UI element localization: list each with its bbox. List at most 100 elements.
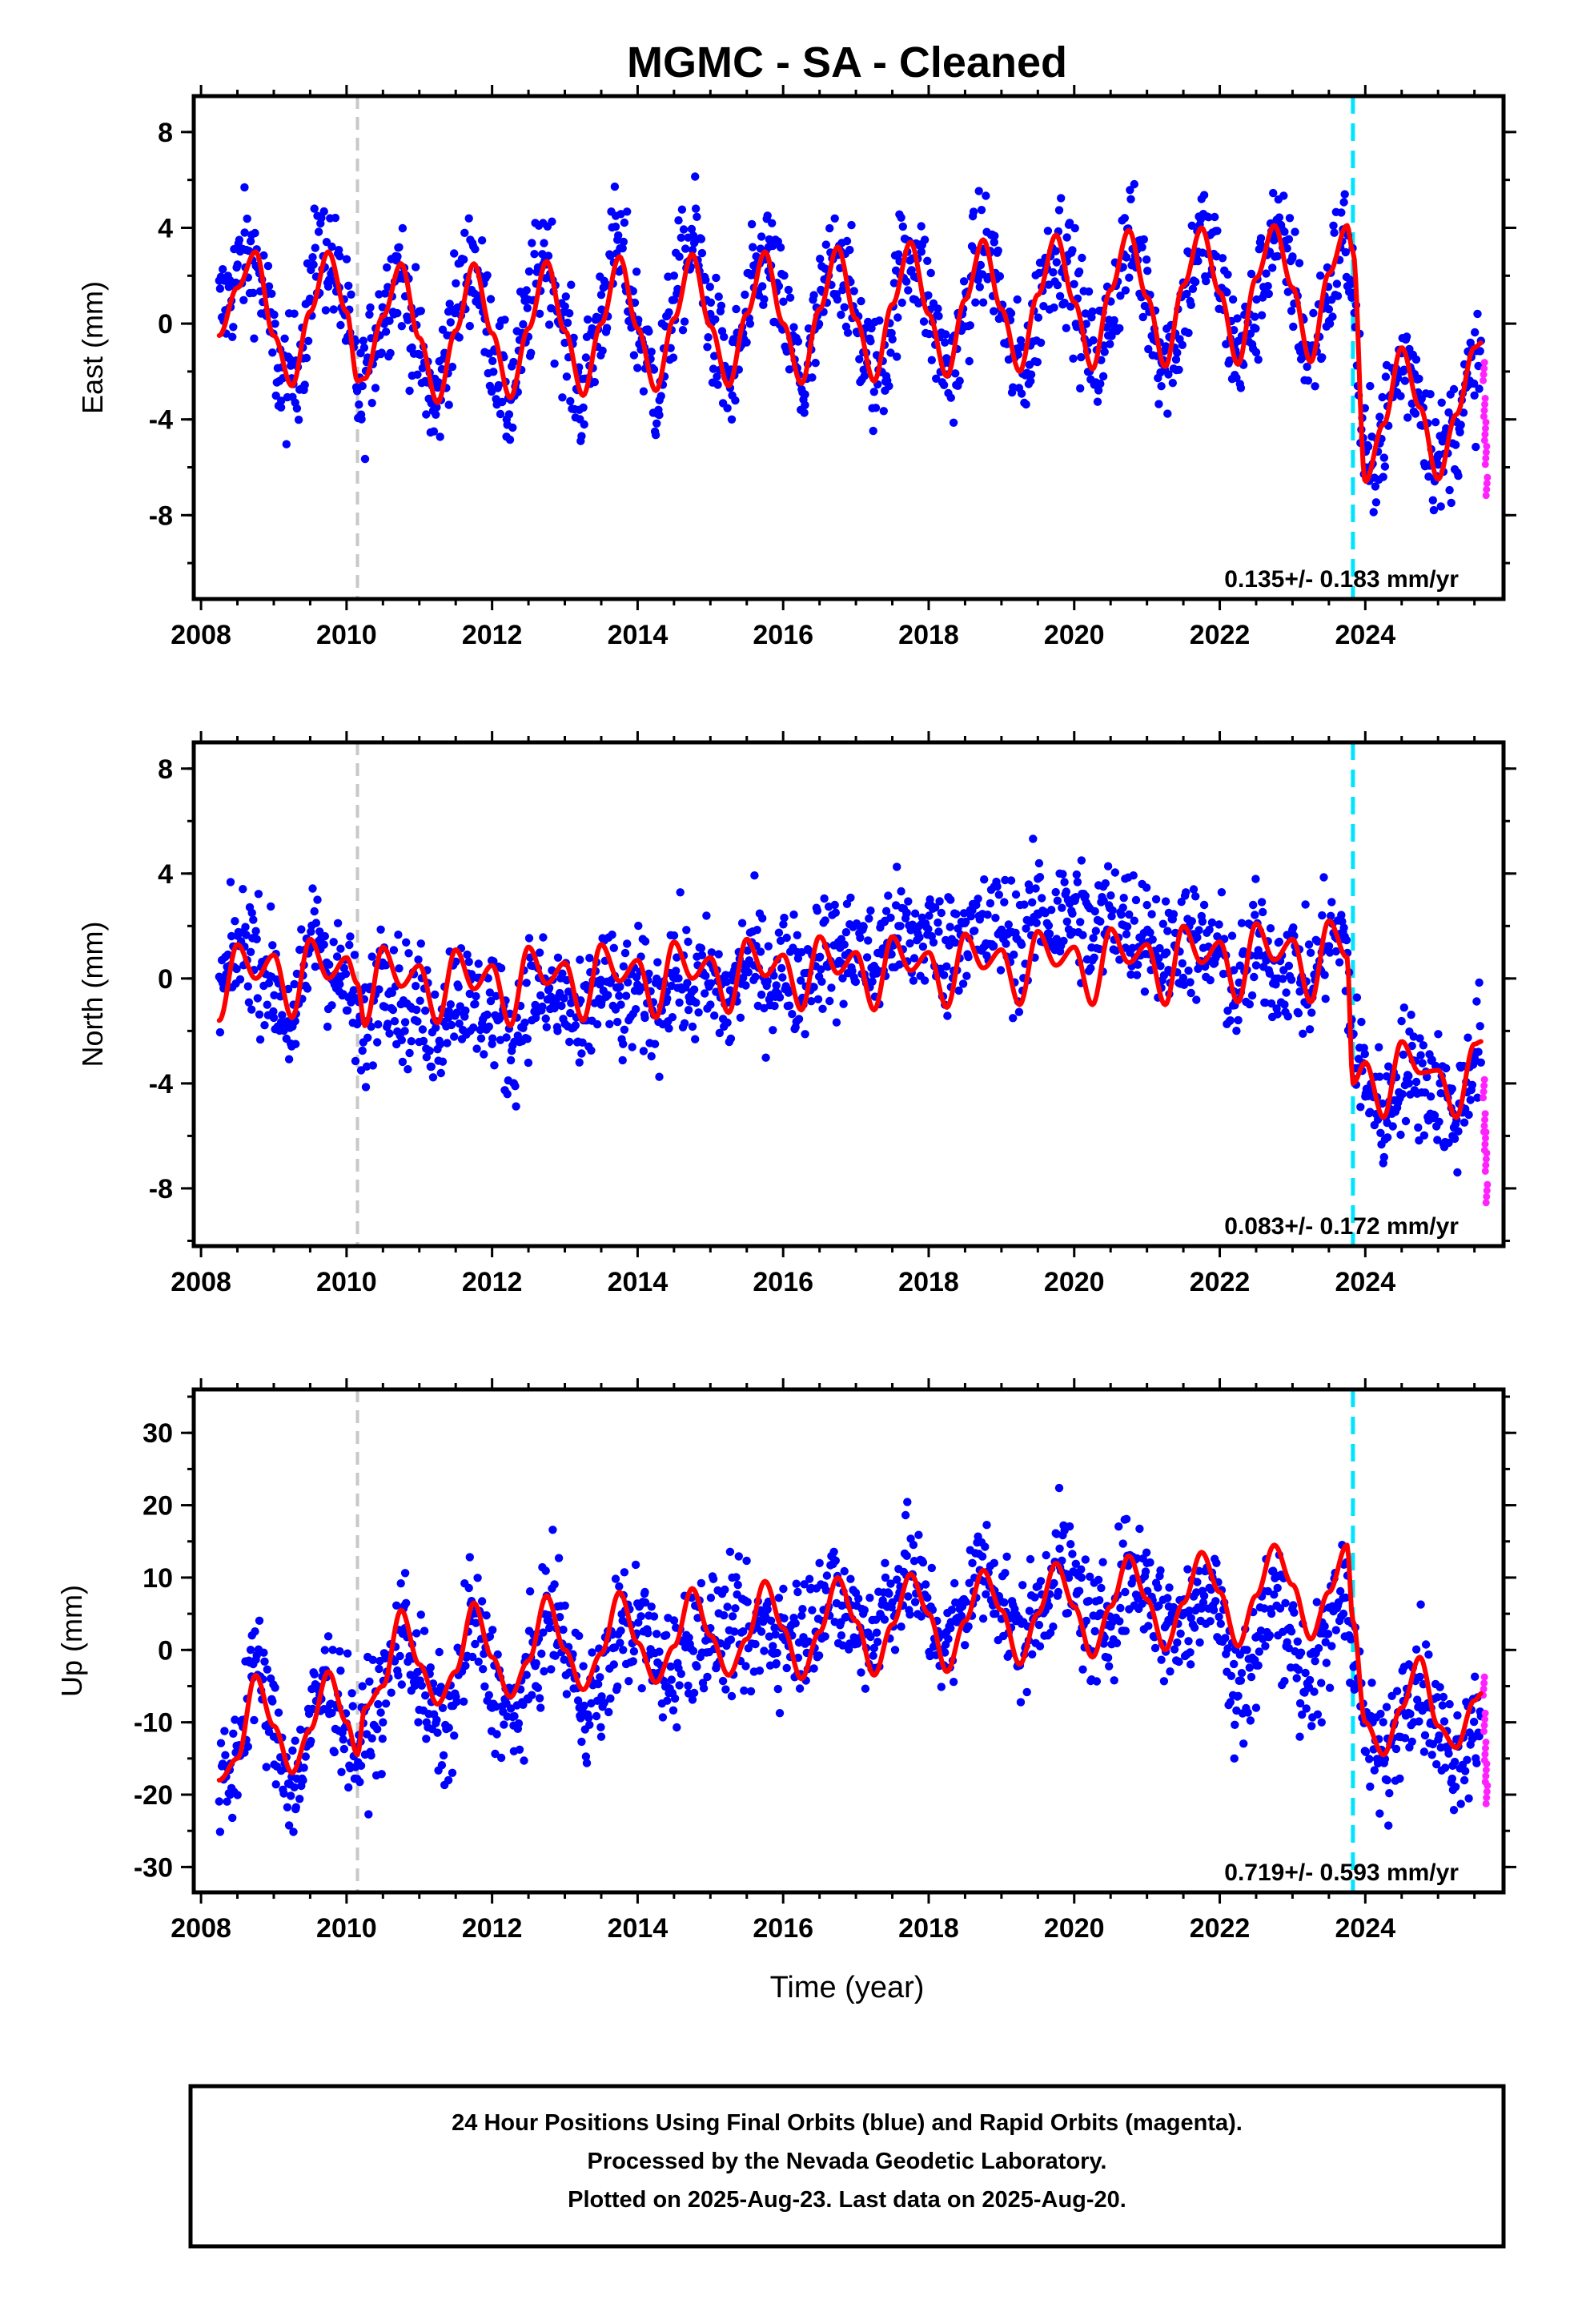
north-final-point bbox=[1129, 871, 1138, 880]
north-final-point bbox=[1103, 862, 1113, 870]
east-final-point bbox=[385, 316, 394, 325]
east-final-point bbox=[1223, 270, 1232, 279]
north-final-point bbox=[454, 983, 463, 991]
north-final-point bbox=[1090, 907, 1099, 916]
east-final-point bbox=[1013, 295, 1022, 304]
up-final-point bbox=[655, 1647, 664, 1656]
east-final-point bbox=[464, 214, 473, 223]
north-final-point bbox=[346, 932, 355, 941]
up-final-point bbox=[1323, 1630, 1333, 1638]
north-final-point bbox=[721, 971, 730, 979]
east-final-point bbox=[1026, 376, 1035, 386]
east-final-point bbox=[1236, 384, 1246, 392]
east-final-point bbox=[1072, 323, 1082, 332]
north-final-point bbox=[539, 933, 548, 942]
north-final-point bbox=[782, 933, 791, 943]
north-final-point bbox=[251, 927, 260, 935]
east-final-point bbox=[875, 316, 884, 325]
east-final-point bbox=[920, 235, 930, 244]
east-final-point bbox=[359, 336, 367, 345]
up-final-point bbox=[1245, 1663, 1255, 1672]
up-final-point bbox=[1154, 1601, 1163, 1610]
north-final-point bbox=[818, 1004, 827, 1014]
north-final-point bbox=[223, 950, 232, 959]
up-final-point bbox=[414, 1718, 423, 1727]
east-final-point bbox=[1142, 255, 1151, 264]
up-x-tick-label: 2016 bbox=[753, 1913, 813, 1944]
up-final-point bbox=[902, 1551, 911, 1561]
east-final-point bbox=[566, 396, 575, 406]
east-final-point bbox=[1036, 338, 1046, 348]
east-final-point bbox=[422, 410, 431, 419]
up-y-tick-label: 0 bbox=[158, 1635, 173, 1666]
north-final-point bbox=[1327, 911, 1335, 921]
east-final-point bbox=[259, 251, 268, 260]
east-final-point bbox=[500, 316, 509, 324]
east-final-point bbox=[311, 243, 319, 252]
east-final-point bbox=[732, 304, 741, 314]
north-final-point bbox=[757, 990, 766, 999]
up-final-point bbox=[1472, 1759, 1481, 1767]
north-final-point bbox=[909, 976, 918, 985]
east-final-point bbox=[1186, 300, 1195, 309]
north-final-point bbox=[832, 1018, 841, 1027]
up-final-point bbox=[1112, 1638, 1122, 1647]
north-final-point bbox=[763, 976, 772, 986]
north-final-point bbox=[592, 1019, 602, 1029]
east-final-point bbox=[239, 296, 248, 304]
north-final-point bbox=[1164, 908, 1174, 918]
east-final-point bbox=[235, 235, 244, 244]
north-final-point bbox=[848, 967, 857, 975]
up-final-point bbox=[1074, 1586, 1084, 1595]
north-final-point bbox=[560, 994, 568, 1003]
north-final-point bbox=[1430, 1111, 1439, 1120]
north-final-point bbox=[968, 906, 977, 915]
east-final-point bbox=[1081, 309, 1090, 318]
north-final-point bbox=[896, 922, 905, 931]
east-final-point bbox=[215, 284, 225, 293]
north-final-point bbox=[706, 1000, 715, 1009]
up-final-point bbox=[991, 1609, 1000, 1618]
up-final-point bbox=[479, 1665, 488, 1674]
east-final-point bbox=[1287, 307, 1296, 316]
up-final-point bbox=[918, 1558, 928, 1567]
east-final-point bbox=[745, 320, 755, 328]
north-final-point bbox=[1146, 928, 1154, 937]
east-final-point bbox=[1199, 191, 1209, 199]
up-final-point bbox=[869, 1643, 879, 1653]
north-final-point bbox=[1161, 897, 1170, 906]
east-final-point bbox=[995, 271, 1005, 281]
up-final-point bbox=[565, 1668, 574, 1677]
north-final-point bbox=[432, 1023, 440, 1032]
up-final-point bbox=[1141, 1567, 1150, 1576]
up-final-point bbox=[1391, 1744, 1401, 1754]
up-final-point bbox=[634, 1618, 643, 1627]
east-final-point bbox=[271, 391, 280, 400]
north-final-point bbox=[1447, 1084, 1457, 1093]
east-final-point bbox=[1283, 244, 1291, 253]
east-final-point bbox=[1208, 228, 1217, 237]
north-final-point bbox=[1086, 963, 1095, 973]
up-final-point bbox=[416, 1610, 425, 1619]
east-final-point bbox=[976, 260, 986, 270]
up-final-point bbox=[1447, 1774, 1457, 1783]
north-final-point bbox=[405, 1048, 414, 1058]
north-final-point bbox=[356, 1066, 366, 1075]
up-final-point bbox=[1082, 1616, 1091, 1626]
north-final-point bbox=[231, 917, 239, 926]
east-final-point bbox=[1473, 309, 1482, 319]
east-final-point bbox=[233, 260, 242, 269]
north-final-point bbox=[1004, 920, 1014, 929]
north-final-point bbox=[1142, 883, 1151, 892]
north-y-tick-label: 0 bbox=[158, 964, 173, 995]
up-final-point bbox=[733, 1580, 742, 1590]
up-final-point bbox=[461, 1661, 470, 1671]
up-x-tick-label: 2024 bbox=[1335, 1913, 1395, 1944]
east-final-point bbox=[620, 218, 629, 227]
north-final-point bbox=[1191, 892, 1200, 901]
east-final-point bbox=[639, 387, 648, 396]
up-final-point bbox=[284, 1821, 294, 1830]
east-final-point bbox=[302, 353, 311, 363]
north-final-point bbox=[674, 974, 683, 983]
east-final-point bbox=[416, 307, 425, 316]
